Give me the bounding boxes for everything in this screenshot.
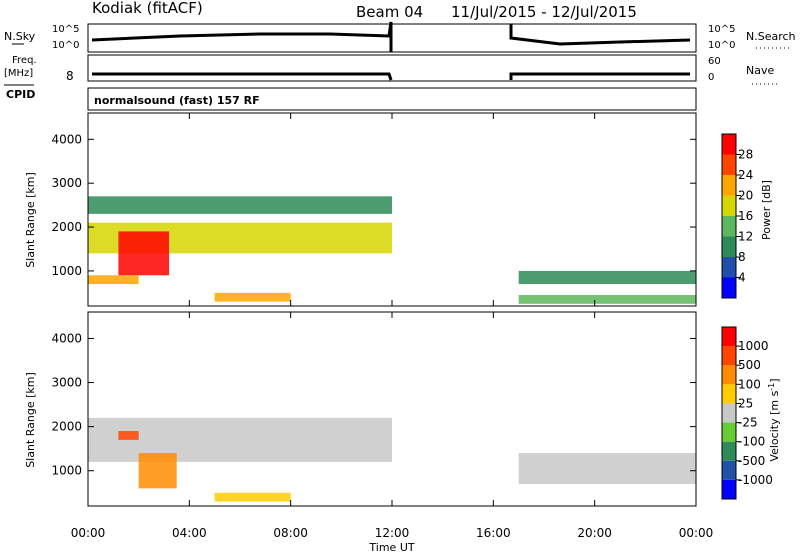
colorbar-swatch [722, 216, 736, 237]
freq-tick: 8 [66, 69, 74, 83]
colorbar-tick-label: 100 [738, 377, 761, 391]
colorbar-tick-label: 28 [738, 148, 753, 162]
cpid-frame [87, 87, 697, 111]
colorbar-swatch [722, 154, 736, 175]
heatmap-cell [88, 417, 392, 462]
xtick-label: 12:00 [375, 526, 410, 540]
noise-trace-2 [509, 24, 691, 46]
heatmap-cell [118, 231, 170, 276]
nave-tick-bottom: 0 [708, 72, 714, 83]
xtick-label: 16:00 [476, 526, 511, 540]
freq-trace-2 [509, 72, 690, 80]
colorbar-swatch [722, 441, 736, 461]
ytick-label: 4000 [51, 132, 82, 146]
freq-panel-frame [87, 54, 697, 82]
ytick-label: 3000 [51, 376, 82, 390]
heatmap-cell [88, 275, 139, 285]
nave-tick-top: 60 [708, 56, 721, 67]
nave-label: Nave [746, 64, 774, 77]
colorbar-tick-label: -25 [738, 416, 758, 430]
colorbar-tick-label: 24 [738, 168, 753, 182]
colorbar-swatch [722, 346, 736, 366]
nsky-label: N.Sky [4, 30, 36, 43]
date-range: 11/Jul/2015 - 12/Jul/2015 [451, 3, 637, 21]
ytick-label: 2000 [51, 420, 82, 434]
colorbar-tick-label: 12 [738, 230, 753, 244]
colorbar-swatch [722, 277, 736, 298]
velocity-colorbar: 1000 500 100 25 -25 -100 -500 -1000 [721, 326, 773, 500]
colorbar-tick-label: 500 [738, 358, 761, 372]
colorbar-swatch [722, 195, 736, 216]
freq-trace-1 [92, 72, 393, 81]
colorbar-swatch [722, 479, 736, 499]
ytick-label: 3000 [51, 176, 82, 190]
noise-trace-1 [91, 21, 393, 52]
colorbar-tick-label: -1000 [738, 473, 773, 487]
colorbar-tick-label: 4 [738, 271, 746, 285]
ytick-label: 1000 [51, 264, 82, 278]
colorbar-tick-label: 8 [738, 250, 746, 264]
xtick-label: 20:00 [577, 526, 612, 540]
velocity-heatmap [88, 417, 696, 502]
nsearch-tick-bottom: 10^0 [708, 40, 735, 51]
ytick-label: 4000 [51, 331, 82, 345]
time-axis: 00:00 04:00 08:00 12:00 16:00 20:00 00:00 [71, 113, 714, 540]
colorbar-tick-label: 16 [738, 209, 753, 223]
colorbar-swatch [722, 257, 736, 278]
nsky-tick-top: 10^5 [52, 24, 79, 35]
nsky-tick-bottom: 10^0 [52, 40, 79, 51]
colorbar-tick-label: -100 [738, 435, 765, 449]
beam-label: Beam 04 [356, 3, 423, 21]
colorbar-swatch [722, 134, 736, 155]
time-axis-label: Time UT [368, 541, 414, 554]
velocity-yaxis: 1000 2000 3000 4000 [51, 331, 696, 478]
colorbar-swatch [722, 384, 736, 404]
nsearch-tick-top: 10^5 [708, 24, 735, 35]
freq-unit: [MHz] [4, 68, 33, 79]
power-yaxis: 1000 2000 3000 4000 [51, 132, 696, 278]
colorbar-swatch [722, 403, 736, 423]
heatmap-cell [214, 292, 291, 302]
freq-label: Freq. [12, 55, 37, 66]
xtick-label: 08:00 [273, 526, 308, 540]
xtick-label: 00:00 [679, 526, 714, 540]
power-colorbar: 4 8 12 16 20 24 28 [721, 133, 753, 299]
ytick-label: 1000 [51, 464, 82, 478]
colorbar-swatch [722, 175, 736, 196]
xtick-label: 00:00 [71, 526, 106, 540]
heatmap-cell [518, 453, 696, 484]
colorbar-tick-label: 1000 [738, 339, 769, 353]
heatmap-cell [518, 295, 696, 304]
colorbar-swatch [722, 236, 736, 257]
heatmap-cell [118, 431, 139, 440]
colorbar-swatch [722, 365, 736, 385]
cpid-label: CPID [6, 88, 35, 101]
ytick-label: 2000 [51, 220, 82, 234]
cpid-text: normalsound (fast) 157 RF [94, 94, 260, 107]
power-ylabel: Slant Range [km] [24, 172, 37, 268]
station-title: Kodiak (fitACF) [92, 0, 203, 17]
heatmap-cell [138, 453, 177, 489]
colorbar-swatch [722, 460, 736, 480]
colorbar-tick-label: 20 [738, 189, 753, 203]
colorbar-tick-label: 25 [738, 396, 753, 410]
heatmap-cell [518, 270, 696, 285]
heatmap-cell [88, 196, 392, 214]
xtick-label: 04:00 [172, 526, 207, 540]
power-heatmap [88, 196, 696, 304]
colorbar-swatch [722, 327, 736, 347]
colorbar-swatch [722, 422, 736, 442]
heatmap-cell [214, 492, 291, 502]
colorbar-tick-label: -500 [738, 454, 765, 468]
velocity-ylabel: Slant Range [km] [24, 372, 37, 468]
colorbar-frame [721, 326, 737, 500]
power-colorbar-label: Power [dB] [760, 180, 773, 240]
nsearch-label: N.Search [746, 30, 796, 43]
velocity-colorbar-label: Velocity [m s-1] [767, 378, 782, 461]
